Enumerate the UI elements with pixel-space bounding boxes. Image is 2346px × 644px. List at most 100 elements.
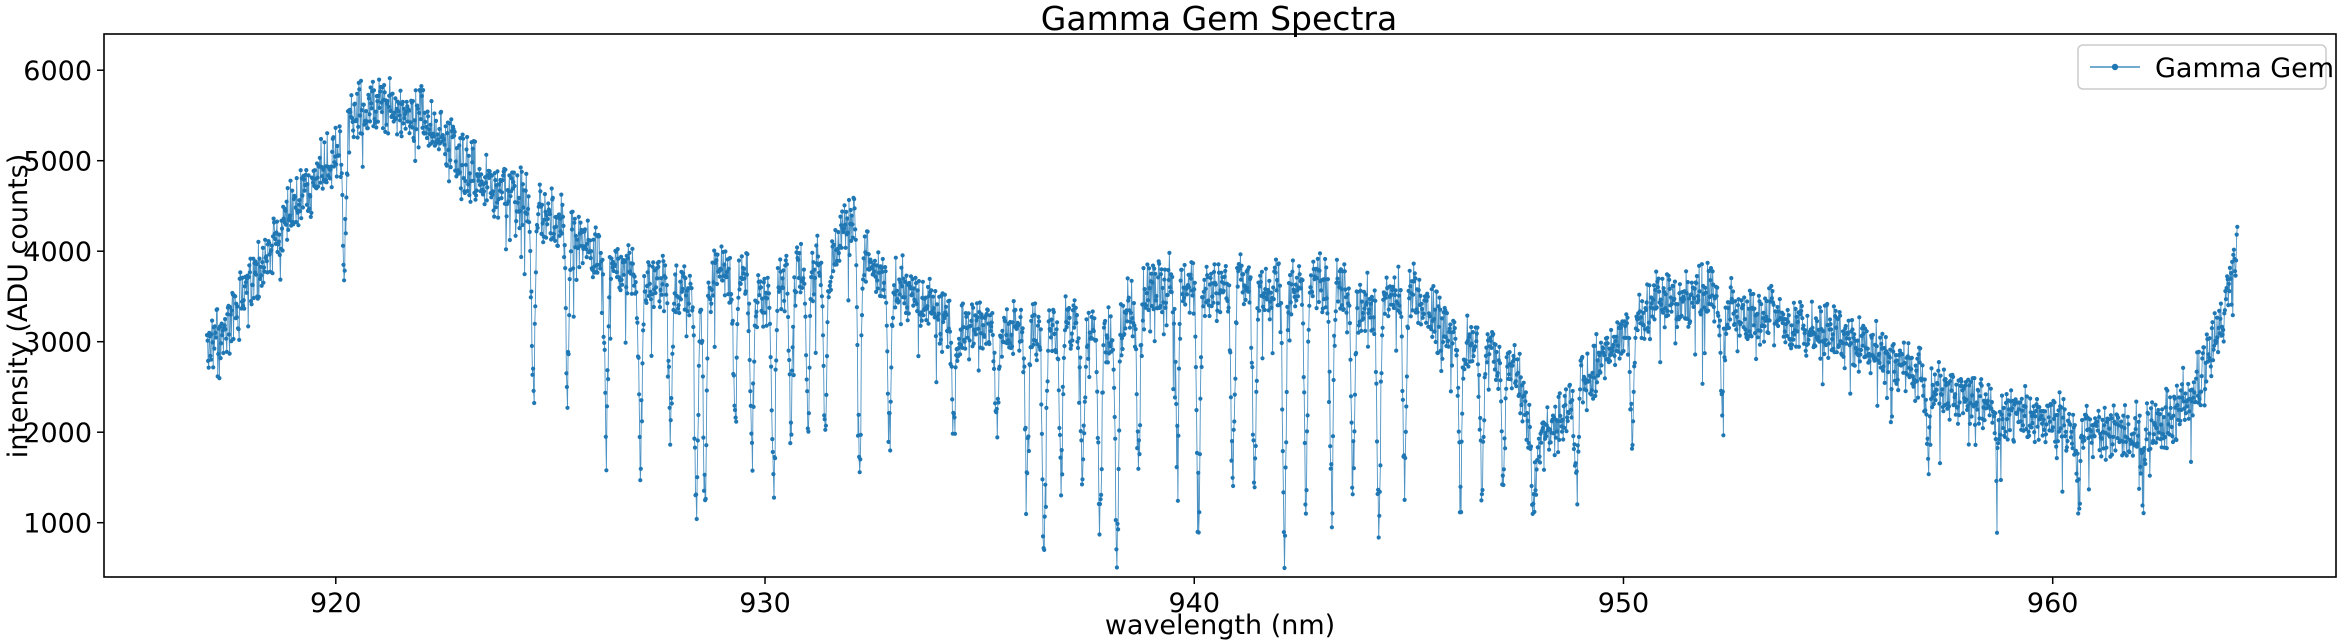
data-point bbox=[689, 286, 694, 291]
data-point bbox=[2138, 464, 2143, 469]
data-point bbox=[1184, 292, 1189, 297]
data-point bbox=[1127, 325, 1132, 330]
data-point bbox=[1114, 565, 1119, 570]
data-point bbox=[1144, 291, 1149, 296]
data-point bbox=[1368, 301, 1373, 306]
data-point bbox=[2191, 380, 2196, 385]
data-point bbox=[893, 255, 898, 260]
data-point bbox=[2029, 425, 2034, 430]
data-point bbox=[1023, 425, 1028, 430]
data-point bbox=[1009, 332, 1014, 337]
data-point bbox=[465, 188, 470, 194]
data-point bbox=[2227, 265, 2232, 270]
data-point bbox=[1105, 360, 1110, 365]
data-point bbox=[1362, 306, 1367, 311]
data-point bbox=[1548, 440, 1553, 445]
data-point bbox=[886, 439, 891, 444]
data-point bbox=[2171, 413, 2176, 418]
data-point bbox=[2144, 437, 2149, 442]
data-point bbox=[806, 411, 812, 416]
data-point bbox=[2010, 406, 2015, 411]
data-point bbox=[2201, 345, 2207, 350]
data-point bbox=[1240, 290, 1245, 295]
data-point bbox=[424, 135, 430, 141]
data-point bbox=[1512, 343, 1517, 348]
data-point bbox=[1629, 446, 1635, 451]
data-point bbox=[1852, 363, 1857, 368]
data-point bbox=[1610, 348, 1615, 354]
data-point bbox=[1438, 307, 1443, 312]
data-point bbox=[1482, 418, 1487, 423]
data-point bbox=[504, 214, 509, 219]
data-point bbox=[2178, 388, 2183, 393]
data-point bbox=[1061, 355, 1066, 361]
data-point bbox=[1112, 385, 1117, 390]
data-point bbox=[1101, 343, 1106, 348]
data-point bbox=[2190, 387, 2195, 392]
data-point bbox=[1429, 287, 1434, 292]
data-point bbox=[665, 301, 670, 306]
data-point bbox=[1789, 323, 1794, 328]
data-point bbox=[801, 276, 806, 281]
data-point bbox=[393, 96, 398, 101]
data-point bbox=[1880, 331, 1885, 336]
data-point bbox=[248, 299, 254, 304]
data-point bbox=[279, 226, 285, 231]
data-point bbox=[758, 285, 764, 290]
data-point bbox=[1487, 352, 1492, 357]
data-point bbox=[524, 211, 530, 216]
data-point bbox=[227, 351, 232, 356]
data-point bbox=[1459, 439, 1464, 444]
data-point bbox=[280, 248, 285, 253]
data-point bbox=[1513, 379, 1518, 384]
data-point bbox=[1100, 390, 1105, 395]
data-point bbox=[1404, 404, 1409, 409]
data-point bbox=[1188, 272, 1193, 277]
data-point bbox=[1501, 467, 1506, 472]
data-point bbox=[1398, 310, 1403, 315]
data-point bbox=[733, 415, 738, 420]
data-point bbox=[1253, 443, 1258, 449]
data-point bbox=[1777, 297, 1782, 302]
data-point bbox=[251, 295, 256, 301]
data-point bbox=[1508, 377, 1513, 382]
data-point bbox=[892, 292, 897, 297]
data-point bbox=[1952, 402, 1957, 407]
data-point bbox=[1525, 418, 1530, 423]
data-point bbox=[1182, 262, 1187, 268]
data-point bbox=[301, 177, 307, 182]
data-point bbox=[714, 258, 719, 263]
data-point bbox=[1924, 441, 1930, 446]
data-point bbox=[1011, 299, 1016, 304]
data-point bbox=[1599, 363, 1604, 368]
data-point bbox=[807, 365, 812, 370]
data-point bbox=[1557, 391, 1562, 396]
data-point bbox=[1052, 331, 1057, 336]
data-point bbox=[1315, 276, 1320, 281]
data-point bbox=[304, 168, 309, 173]
data-point bbox=[831, 242, 836, 247]
data-point bbox=[327, 176, 333, 181]
data-point bbox=[2146, 411, 2151, 416]
data-point bbox=[1374, 381, 1379, 386]
data-point bbox=[1044, 388, 1050, 393]
data-point bbox=[1419, 301, 1424, 306]
data-point bbox=[1326, 319, 1331, 324]
data-point bbox=[259, 283, 264, 288]
data-point bbox=[1939, 392, 1944, 397]
data-point bbox=[1500, 473, 1505, 478]
data-point bbox=[770, 437, 775, 442]
data-point bbox=[364, 109, 369, 114]
data-point bbox=[2107, 434, 2112, 439]
data-point bbox=[1564, 429, 1569, 434]
data-point bbox=[633, 280, 638, 285]
data-point bbox=[2142, 446, 2147, 451]
data-point bbox=[2232, 269, 2238, 274]
data-point bbox=[1238, 277, 1244, 282]
data-point bbox=[318, 180, 323, 185]
data-point bbox=[1304, 488, 1309, 493]
data-point bbox=[829, 275, 834, 280]
data-point bbox=[736, 258, 742, 263]
data-point bbox=[1752, 306, 1757, 311]
data-point bbox=[286, 227, 291, 232]
